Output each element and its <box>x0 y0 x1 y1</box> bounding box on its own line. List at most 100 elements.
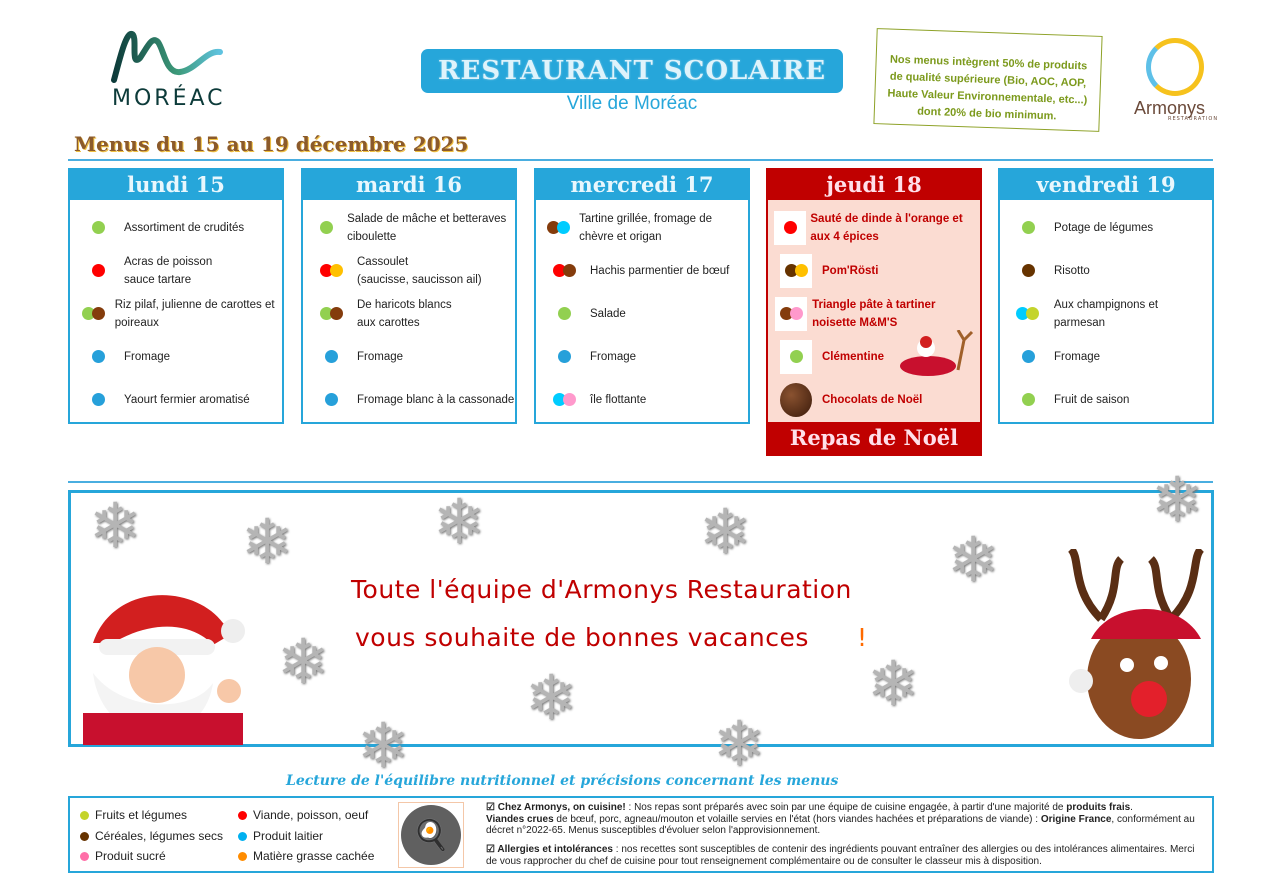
nutrition-dot-icon <box>1016 307 1030 320</box>
menu-item: Pom'Rösti <box>768 249 980 292</box>
nutrition-dot-icon <box>1021 393 1035 406</box>
menu-item-label: Triangle pâte à tartiner noisette M&M'S <box>812 298 936 329</box>
menu-item-label: Cassoulet (saucisse, saucisson ail) <box>357 255 482 286</box>
nutrition-dots <box>768 339 820 374</box>
day-header: jeudi 18 <box>768 170 980 200</box>
nutrition-dot-icon <box>1021 221 1035 234</box>
day-column: jeudi 18 Sauté de dinde à l'orange et aux… <box>766 168 982 456</box>
snowflake-icon: ❄ <box>713 707 765 780</box>
menu-item: Acras de poisson sauce tartare <box>70 249 282 292</box>
legend-dot-icon <box>80 851 89 861</box>
note-text-bold: Viandes crues <box>486 813 554 825</box>
note-text: de bœuf, porc, agneau/mouton et volaille… <box>553 813 1041 825</box>
note-allergies-heading: ☑ Allergies et intolérances <box>486 844 613 855</box>
snowflake-icon: ❄ <box>1151 463 1203 536</box>
menu-item-label: Riz pilaf, julienne de carottes et poire… <box>114 298 275 329</box>
nutrition-dot-icon <box>1021 350 1035 363</box>
chef-hat-logo: 🍳 <box>398 802 464 868</box>
nutrition-dot-icon <box>779 307 793 320</box>
nutrition-dot-icon <box>1026 307 1040 320</box>
nutrition-dots <box>768 253 820 288</box>
day-column: mardi 16 Salade de mâche et betteraves ci… <box>301 168 517 424</box>
menu-item: De haricots blancs aux carottes <box>303 292 515 335</box>
menu-item: Sauté de dinde à l'orange et aux 4 épice… <box>768 206 980 249</box>
armonys-logo-subtext: RESTAURATION <box>1168 116 1219 122</box>
menu-item-label: île flottante <box>590 393 647 406</box>
day-column: vendredi 19 Potage de légumes Risotto Aux c… <box>998 168 1214 424</box>
note-text: , conformément au décret n°2022-65. Menu… <box>486 813 1195 837</box>
nutrition-dots <box>1000 221 1052 234</box>
menu-item: île flottante <box>536 378 748 421</box>
nutrition-dot-icon <box>91 221 105 234</box>
nutrition-dot-icon <box>552 264 566 277</box>
nutrition-dot-icon <box>1021 264 1035 277</box>
legend-label: Matière grasse cachée <box>253 849 375 863</box>
day-header: lundi 15 <box>70 170 282 200</box>
snowflake-icon: ❄ <box>867 647 919 720</box>
legend-dot-icon <box>238 851 247 861</box>
note-cuisine-heading: ☑ Chez Armonys, on cuisine! <box>486 802 626 813</box>
nutrition-dots <box>1000 307 1052 320</box>
snowflake-icon: ❄ <box>277 625 329 698</box>
legend-dot-icon <box>238 810 247 820</box>
legend-dot-icon <box>80 810 89 820</box>
day-column: lundi 15 Assortiment de crudités Acras de … <box>68 168 284 424</box>
menu-item-label: Assortiment de crudités <box>124 221 245 234</box>
legend-dot-icon <box>80 831 89 841</box>
menu-item: Tartine grillée, fromage de chèvre et or… <box>536 206 748 249</box>
menu-item: Salade <box>536 292 748 335</box>
legend-label: Viande, poisson, oeuf <box>253 808 369 822</box>
menu-item: Chocolats de Noël <box>768 378 980 421</box>
menu-item: Assortiment de crudités <box>70 206 282 249</box>
menu-item: Clémentine <box>768 335 980 378</box>
nutrition-dots <box>303 350 355 363</box>
nutrition-dots <box>536 221 577 234</box>
snowflake-icon: ❄ <box>241 505 293 578</box>
nutrition-dot-icon <box>319 221 333 234</box>
nutrition-dot-icon <box>319 307 333 320</box>
menu-item-label: Hachis parmentier de bœuf <box>590 264 730 277</box>
legend-item: Fruits et légumes <box>80 808 187 822</box>
snowflake-icon: ❄ <box>947 523 999 596</box>
nutrition-dot-icon <box>91 307 105 320</box>
page-title: RESTAURANT SCOLAIRE <box>421 49 843 93</box>
menu-item: Potage de légumes <box>1000 206 1212 249</box>
menu-item-label: Clémentine <box>822 350 884 363</box>
day-header: mercredi 17 <box>536 170 748 200</box>
nutrition-dots <box>303 221 345 234</box>
nutrition-dots <box>536 264 588 277</box>
legend-item: Produit sucré <box>80 849 166 863</box>
moreac-logo-text: MORÉAC <box>112 86 226 111</box>
nutrition-dots <box>70 350 122 363</box>
legend-label: Fruits et légumes <box>95 808 188 822</box>
nutrition-dot-icon <box>547 221 561 234</box>
menu-item: Cassoulet (saucisse, saucisson ail) <box>303 249 515 292</box>
christmas-meal-banner: Repas de Noël <box>768 422 980 454</box>
legend-dot-icon <box>238 831 247 841</box>
week-title: Menus du 15 au 19 décembre 2025 <box>74 132 469 156</box>
nutrition-dot-icon <box>329 307 343 320</box>
nutrition-dot-icon <box>557 307 571 320</box>
nutrition-dot-icon <box>91 264 105 277</box>
menu-item: Yaourt fermier aromatisé <box>70 378 282 421</box>
santa-claus-icon <box>83 595 245 745</box>
reindeer-icon <box>1067 549 1205 739</box>
menu-item-label: Fromage <box>1054 350 1101 363</box>
menu-item: Risotto <box>1000 249 1212 292</box>
nutrition-dots <box>536 393 588 406</box>
menu-item-label: Salade de mâche et betteraves ciboulette <box>347 212 507 243</box>
chocolate-icon <box>780 382 812 417</box>
nutrition-dot-icon <box>319 264 333 277</box>
snowflake-icon: ❄ <box>699 495 751 568</box>
nutrition-dot-icon <box>562 264 576 277</box>
note-text: : nos recettes sont susceptibles de cont… <box>486 844 1195 867</box>
nutrition-dots <box>768 296 810 331</box>
nutrition-dots <box>70 307 113 320</box>
nutrition-dot-icon <box>324 393 338 406</box>
legend-item: Produit laitier <box>238 829 323 843</box>
menu-item-label: Yaourt fermier aromatisé <box>124 393 250 406</box>
legend-title: Lecture de l'équilibre nutritionnel et p… <box>286 773 839 789</box>
menu-item-label: Salade <box>590 307 626 320</box>
moreac-logo-icon <box>111 31 223 83</box>
day-header: mardi 16 <box>303 170 515 200</box>
